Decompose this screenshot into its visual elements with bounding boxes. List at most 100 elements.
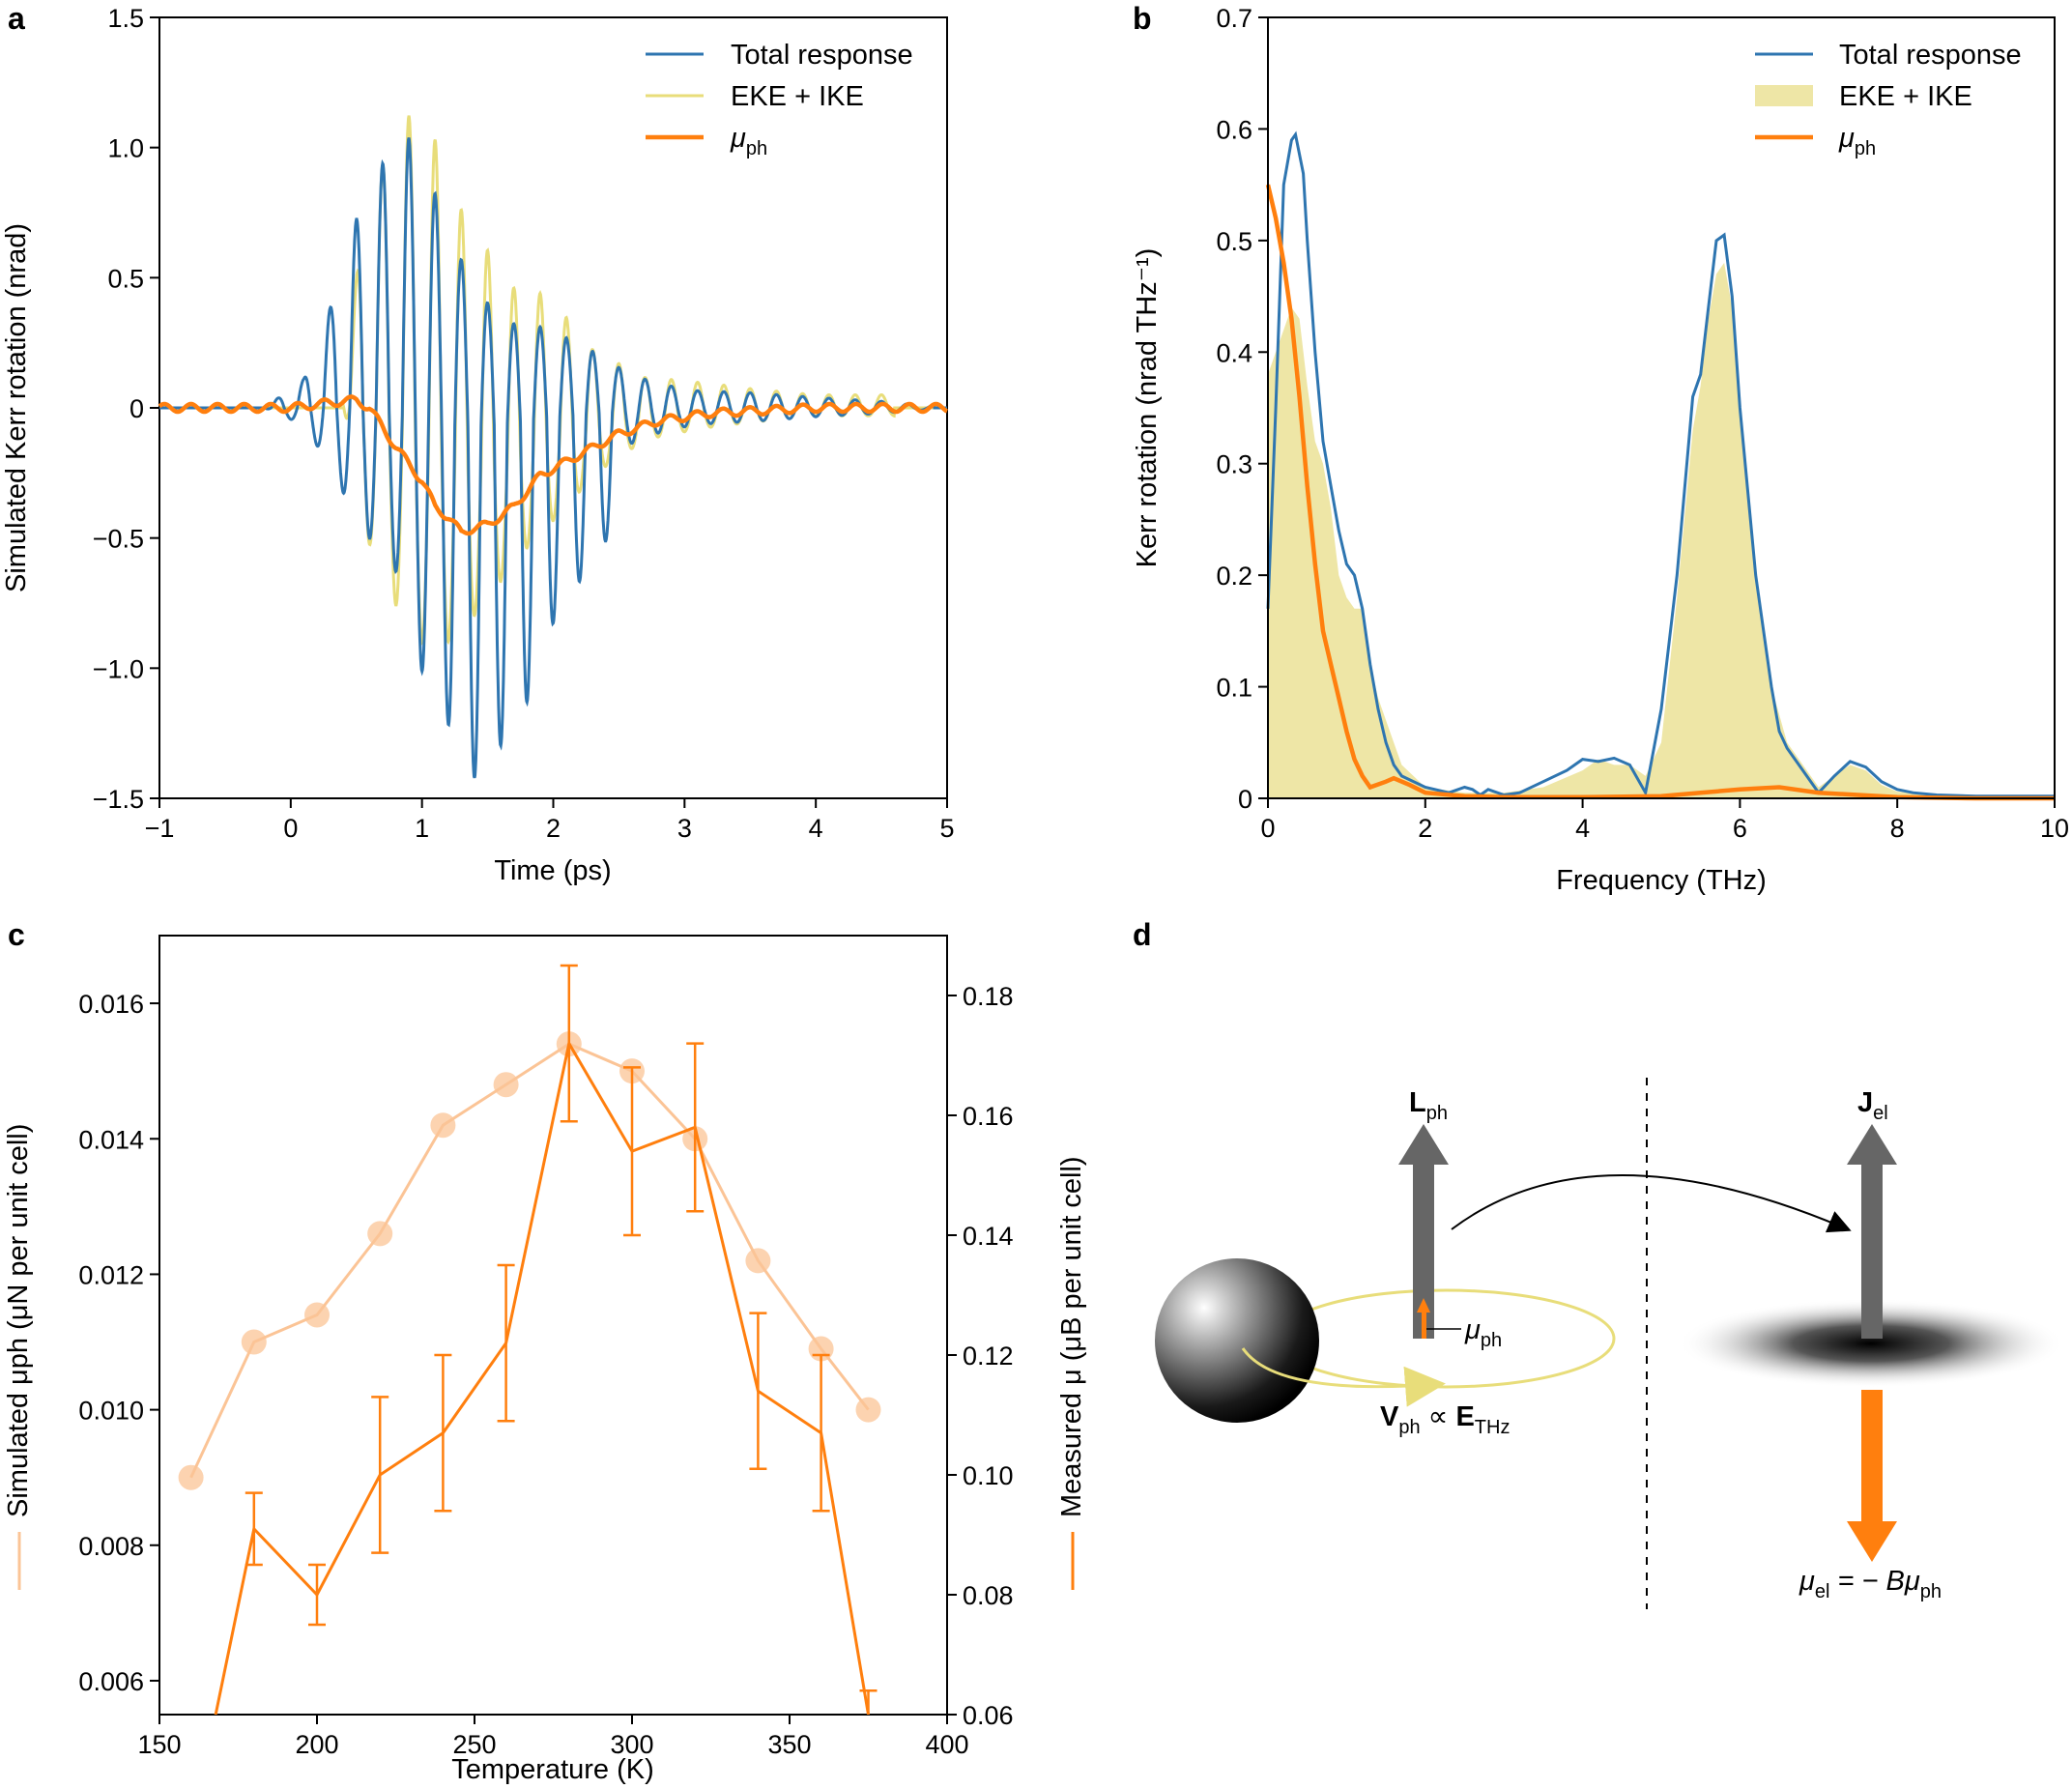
orbit-ellipse bbox=[1276, 1288, 1616, 1389]
panel-c-frame bbox=[158, 935, 948, 1716]
x-tick-label: 5 bbox=[939, 814, 954, 843]
y-tick-label: −1.0 bbox=[93, 654, 144, 683]
panel-a-legend: Total response EKE + IKE μph bbox=[646, 40, 913, 159]
legend-eke-label: EKE + IKE bbox=[1839, 81, 1972, 112]
panel-c-ylabel-left: Simulated μph (μN per unit cell) bbox=[3, 1124, 34, 1590]
y-tick-label: 0.5 bbox=[1216, 227, 1252, 256]
y-right-tick-label: 0.10 bbox=[963, 1461, 1014, 1490]
mu-ph-label: μph bbox=[1464, 1314, 1502, 1351]
mu-el-arrow-shaft bbox=[1861, 1390, 1883, 1525]
y-right-tick-label: 0.12 bbox=[963, 1342, 1014, 1371]
y-tick-label: 0.6 bbox=[1216, 115, 1252, 144]
y-tick-label: 0.3 bbox=[1216, 450, 1252, 479]
legend-total-label: Total response bbox=[1839, 40, 2022, 71]
measured-line bbox=[214, 1039, 870, 1715]
panel-b-xlabel: Frequency (THz) bbox=[1556, 865, 1767, 896]
panel-c-chart: 150 200 250 300 350 400 0.006 0.008 0.010 0.012 0.… bbox=[3, 935, 1087, 1785]
y-tick-label: 0.014 bbox=[78, 1125, 144, 1154]
x-tick-label: 300 bbox=[610, 1730, 653, 1759]
panel-a-ylabel: Simulated Kerr rotation (nrad) bbox=[1, 223, 32, 592]
x-tick-label: 4 bbox=[1575, 814, 1590, 843]
panel-c-ylabel-right: Measured μ (μB per unit cell) bbox=[1056, 1156, 1087, 1590]
y-tick-label: 0.5 bbox=[107, 264, 144, 293]
panel-c-ylabel-left-text: Simulated μph (μN per unit cell) bbox=[3, 1124, 34, 1517]
y-right-tick-label: 0.06 bbox=[963, 1701, 1014, 1730]
series-eke-ike-line bbox=[159, 115, 947, 646]
simulated-point bbox=[855, 1397, 881, 1423]
series-mu-ph-line bbox=[1265, 184, 2055, 801]
transfer-curved-arrow bbox=[1451, 1174, 1852, 1233]
simulated-point bbox=[304, 1302, 330, 1328]
series-measured bbox=[214, 964, 878, 1715]
x-tick-label: 350 bbox=[767, 1730, 811, 1759]
x-tick-label: 10 bbox=[2040, 814, 2069, 843]
x-tick-label: 2 bbox=[546, 814, 561, 843]
panel-letter-c: c bbox=[8, 917, 25, 952]
panel-b-chart: 0 2 4 6 8 10 0 0.1 0.2 0.3 0.4 0.5 0.6 0.7 Frequency … bbox=[1132, 4, 2069, 896]
electron-cloud bbox=[1678, 1299, 2064, 1388]
panel-letter-d: d bbox=[1133, 917, 1152, 952]
y-tick-label: −1.5 bbox=[93, 785, 144, 814]
y-tick-label: 0 bbox=[130, 394, 144, 423]
panel-b-ylabel: Kerr rotation (nrad THz⁻¹) bbox=[1132, 248, 1163, 568]
x-tick-label: 2 bbox=[1418, 814, 1432, 843]
legend-total-label: Total response bbox=[731, 40, 913, 71]
y-tick-label: 0.4 bbox=[1216, 338, 1252, 367]
J-el-arrow-head bbox=[1847, 1124, 1897, 1165]
y-tick-label: 0.1 bbox=[1216, 674, 1252, 703]
y-tick-label: 0.008 bbox=[78, 1532, 144, 1561]
L-ph-arrow-head bbox=[1398, 1124, 1449, 1165]
series-total-response-line bbox=[159, 137, 947, 779]
simulated-point bbox=[241, 1329, 267, 1355]
panel-letter-b: b bbox=[1133, 1, 1152, 36]
simulated-point bbox=[493, 1072, 519, 1098]
x-tick-label: −1 bbox=[145, 814, 175, 843]
series-mu-ph-line bbox=[158, 394, 948, 536]
x-tick-label: 0 bbox=[1260, 814, 1275, 843]
mu-el-equation: μel = − Bμph bbox=[1799, 1566, 1942, 1602]
panel-b-ticks: 0 2 4 6 8 10 0 0.1 0.2 0.3 0.4 0.5 0.6 0.7 bbox=[1216, 4, 2069, 843]
x-tick-label: 4 bbox=[809, 814, 823, 843]
L-ph-arrow-shaft bbox=[1413, 1160, 1434, 1339]
x-tick-label: 8 bbox=[1890, 814, 1905, 843]
series-simulated bbox=[178, 1031, 881, 1490]
mu-el-arrow-head bbox=[1847, 1521, 1897, 1562]
x-tick-label: 400 bbox=[925, 1730, 968, 1759]
y-tick-label: 0.016 bbox=[78, 990, 144, 1019]
x-tick-label: 1 bbox=[415, 814, 429, 843]
simulated-point bbox=[430, 1112, 456, 1139]
panel-letter-a: a bbox=[8, 1, 25, 36]
y-right-tick-label: 0.16 bbox=[963, 1102, 1014, 1131]
panel-a-xlabel: Time (ps) bbox=[494, 855, 611, 886]
mu-ph-small-arrow bbox=[1422, 1310, 1426, 1339]
y-tick-label: −0.5 bbox=[93, 525, 144, 554]
y-right-tick-label: 0.08 bbox=[963, 1581, 1014, 1610]
simulated-point bbox=[745, 1248, 771, 1274]
x-tick-label: 250 bbox=[452, 1730, 496, 1759]
ion-sphere bbox=[1155, 1258, 1319, 1423]
y-tick-label: 0.012 bbox=[78, 1260, 144, 1289]
x-tick-label: 200 bbox=[295, 1730, 338, 1759]
panel-a-ticks: −1 0 1 2 3 4 5 −1.5 −1.0 −0.5 0 0.5 1.0 1.5 bbox=[93, 4, 955, 843]
y-tick-label: 1.0 bbox=[107, 134, 144, 163]
x-tick-label: 0 bbox=[283, 814, 298, 843]
y-tick-label: 0.006 bbox=[78, 1667, 144, 1696]
y-tick-label: 1.5 bbox=[107, 4, 144, 33]
panel-b-legend: Total response EKE + IKE μph bbox=[1755, 40, 2022, 159]
V-ph-E-THz-label: Vph ∝ ETHz bbox=[1380, 1401, 1510, 1438]
legend-mu-label: μph bbox=[730, 123, 767, 159]
y-right-tick-label: 0.18 bbox=[963, 982, 1014, 1011]
J-el-arrow-shaft bbox=[1861, 1160, 1883, 1339]
L-ph-label: Lph bbox=[1409, 1087, 1448, 1124]
panel-c-ticks: 150 200 250 300 350 400 0.006 0.008 0.010 0.012 0.… bbox=[78, 982, 1013, 1759]
panel-d-diagram: Lph μph Vph ∝ ETHz Jel μel = − Bμph bbox=[1155, 1078, 2064, 1609]
panel-c-xlabel: Temperature (K) bbox=[451, 1754, 654, 1785]
legend-eke-swatch bbox=[1755, 85, 1813, 106]
x-tick-label: 150 bbox=[137, 1730, 181, 1759]
y-tick-label: 0.2 bbox=[1216, 562, 1252, 591]
y-tick-label: 0.010 bbox=[78, 1397, 144, 1426]
simulated-point bbox=[367, 1221, 393, 1247]
J-el-label: Jel bbox=[1857, 1087, 1888, 1124]
legend-eke-label: EKE + IKE bbox=[731, 81, 864, 112]
